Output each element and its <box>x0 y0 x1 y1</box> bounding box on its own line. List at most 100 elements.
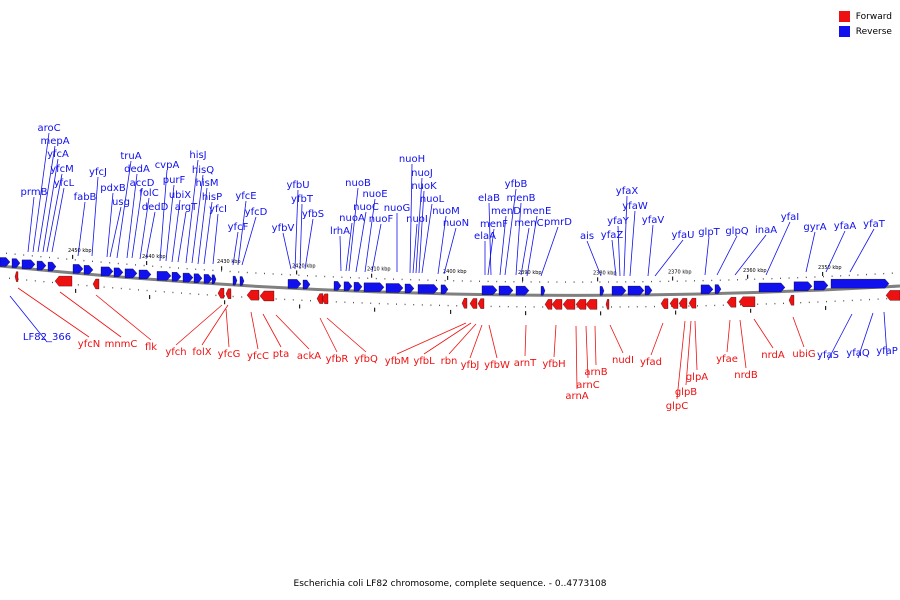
tick-mark <box>642 280 644 283</box>
tick-mark <box>335 301 337 303</box>
tick-mark <box>221 270 222 272</box>
gene-label: menD <box>491 206 521 217</box>
gene-label: aroC <box>37 123 60 134</box>
tick-mark <box>169 266 171 269</box>
tick-mark <box>427 279 429 281</box>
tick-mark <box>668 280 670 283</box>
tick-mark <box>272 273 274 275</box>
tick-mark <box>421 304 423 306</box>
gene-label: nuoN <box>443 218 469 229</box>
gene-arrow <box>477 298 485 309</box>
gene-arrow <box>83 265 94 275</box>
gene-leader-line <box>609 324 624 354</box>
gene-leader-line <box>364 198 376 273</box>
tick-mark <box>547 281 549 283</box>
tick-mark <box>831 275 833 277</box>
gene-label: yfaZ <box>601 230 624 241</box>
gene-arrow <box>124 268 138 279</box>
legend-reverse-label: Reverse <box>855 26 892 37</box>
tick-mark <box>189 292 191 295</box>
major-tick <box>450 309 452 314</box>
gene-label: yfbH <box>542 359 565 370</box>
tick-mark <box>178 267 179 269</box>
gene-arrow <box>92 278 100 290</box>
gene-arrow <box>343 281 353 291</box>
tick-mark <box>817 301 819 303</box>
tick-mark <box>120 287 122 290</box>
legend-forward: Forward <box>838 9 892 24</box>
gene-label: dedA <box>124 164 150 175</box>
tick-mark <box>404 303 406 306</box>
gene-leader-line <box>201 304 229 346</box>
tick-mark <box>384 278 386 280</box>
gene-label: fabB <box>74 192 97 203</box>
gene-arrow <box>599 286 605 296</box>
gene-label: pmrD <box>544 217 572 228</box>
gene-leader-line <box>520 227 530 276</box>
gene-label: yfaX <box>616 186 639 197</box>
gene-arrow <box>461 298 468 309</box>
tick-mark <box>774 302 776 305</box>
gene-label: yfcD <box>245 207 268 218</box>
gene-arrow <box>246 290 260 301</box>
tick-mark <box>866 273 867 276</box>
gene-label: ackA <box>297 351 321 362</box>
gene-label: yfcL <box>54 178 75 189</box>
tick-mark <box>762 278 764 280</box>
major-tick <box>146 261 148 266</box>
gene-label: nrdB <box>734 370 758 381</box>
major-tick <box>822 271 824 276</box>
gene-leader-line <box>27 196 35 253</box>
gene-leader-line <box>51 187 65 253</box>
gene-leader-line <box>418 190 425 274</box>
tick-mark <box>808 301 810 304</box>
gene-leader-line <box>412 223 418 274</box>
gene-leader-line <box>232 231 239 266</box>
tick-mark <box>152 265 154 267</box>
tick-mark <box>238 271 240 273</box>
gene-leader-line <box>487 228 495 276</box>
tick-mark <box>447 304 449 307</box>
gene-label: nuoL <box>420 194 445 205</box>
gene-label: folC <box>139 188 158 199</box>
gene-arrow <box>287 279 302 289</box>
gene-leader-line <box>131 187 143 259</box>
gene-label: nuoJ <box>411 168 433 179</box>
tick-mark <box>740 304 741 306</box>
legend-reverse: Reverse <box>838 24 892 39</box>
gene-label: gyrA <box>803 222 826 233</box>
tick-mark <box>573 281 575 283</box>
tick-mark <box>353 301 354 304</box>
gene-arrow <box>316 293 324 304</box>
gene-label: arnC <box>576 380 599 391</box>
tick-mark <box>611 306 612 308</box>
gene-leader-line <box>883 311 888 357</box>
gene-arrow <box>551 299 563 310</box>
gene-label: ubiG <box>792 349 815 360</box>
gene-leader-line <box>704 236 710 276</box>
gene-arrow <box>211 274 217 284</box>
gene-label: arnA <box>565 391 588 402</box>
tick-mark <box>516 306 518 308</box>
gene-leader-line <box>139 197 150 260</box>
tick-mark <box>688 305 690 307</box>
gene-leader-line <box>299 203 303 270</box>
tick-mark <box>860 299 862 301</box>
tick-mark <box>805 276 807 279</box>
gene-arrow <box>714 284 722 294</box>
gene-leader-line <box>109 206 122 258</box>
tick-mark <box>490 305 492 308</box>
major-tick <box>525 311 527 316</box>
gene-leader-line <box>504 188 517 276</box>
tick-mark <box>659 280 661 283</box>
gene-label: menC <box>514 218 543 229</box>
gene-label: nuoG <box>384 203 411 214</box>
gene-label: hisJ <box>189 150 206 161</box>
tick-mark <box>848 274 850 277</box>
gene-leader-line <box>175 304 223 346</box>
tick-mark <box>23 254 25 256</box>
major-tick <box>597 277 599 282</box>
gene-label: hisQ <box>192 165 214 176</box>
gene-label: rbn <box>441 356 458 367</box>
gene-leader-line <box>654 239 684 277</box>
